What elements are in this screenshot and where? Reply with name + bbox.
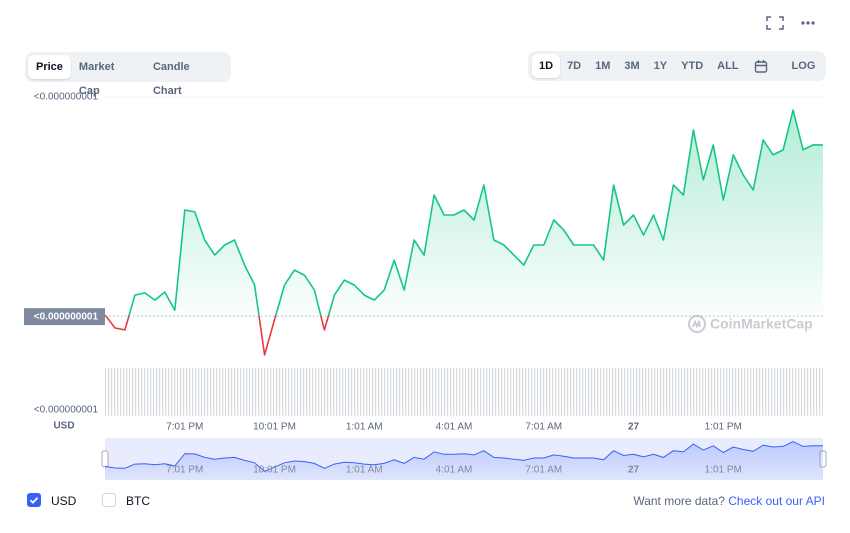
tab[interactable]: Market Cap — [78, 61, 115, 97]
navigator-tick-label: 4:01 AM — [436, 465, 473, 476]
range-button[interactable]: 3M — [624, 60, 640, 72]
checkbox[interactable] — [102, 493, 116, 507]
watermark: CoinMarketCap — [710, 316, 813, 332]
range-button[interactable]: 1M — [595, 60, 611, 72]
volume-strip — [105, 368, 823, 416]
tab-group: Price Market Cap Candle Chart — [25, 52, 231, 97]
navigator-tick-label: 7:01 AM — [525, 465, 562, 476]
footer: USD BTC Want more data? Check out our AP… — [25, 492, 825, 510]
navigator-area — [105, 441, 823, 480]
price-area — [105, 110, 823, 317]
x-tick-label: 10:01 PM — [253, 422, 296, 433]
checkbox-label[interactable]: USD — [51, 494, 77, 508]
range-button[interactable]: YTD — [681, 60, 704, 72]
range-group: 1D 7D 1M 3M 1Y YTD ALL LOG — [528, 51, 826, 81]
api-link[interactable]: Check out our API — [728, 494, 825, 508]
navigator-tick-label: 10:01 PM — [253, 465, 296, 476]
more-icon[interactable] — [801, 21, 815, 25]
api-prompt: Want more data? Check out our API — [633, 493, 825, 509]
range-button[interactable]: 1Y — [653, 60, 668, 72]
navigator-tick-label: 1:01 PM — [705, 465, 742, 476]
expand-icon[interactable] — [766, 16, 784, 30]
checkbox[interactable] — [27, 493, 41, 507]
range-button[interactable]: ALL — [717, 60, 739, 72]
check-icon — [29, 497, 39, 504]
log-button[interactable]: LOG — [791, 60, 816, 72]
range-button[interactable]: 1D — [532, 54, 561, 78]
x-tick-label: 1:01 AM — [346, 422, 383, 433]
x-tick-label: 1:01 PM — [705, 422, 742, 433]
tab[interactable]: Candle Chart — [152, 61, 190, 97]
calendar-button[interactable] — [746, 54, 776, 78]
x-tick-label: 27 — [628, 422, 640, 433]
y-tick-label: <0.000000001 — [34, 405, 99, 416]
navigator-tick-label: 7:01 PM — [166, 465, 203, 476]
price-line — [104, 109, 823, 356]
navigator-line — [104, 441, 823, 472]
navigator-tick-label: 27 — [628, 465, 640, 476]
x-tick-label: 7:01 AM — [525, 422, 562, 433]
calendar-icon — [754, 60, 767, 73]
y-tick-label: <0.000000001 — [34, 312, 99, 323]
navigator-tick-label: 1:01 AM — [346, 465, 383, 476]
y-tick-label: <0.000000001 — [34, 92, 99, 103]
prompt-text: Want more data? — [633, 494, 725, 508]
x-tick-label: 4:01 AM — [436, 422, 473, 433]
y-tick-highlight — [24, 308, 105, 326]
watermark-logo — [688, 315, 706, 333]
x-tick-label: 7:01 PM — [166, 422, 203, 433]
axis-currency: USD — [53, 421, 74, 432]
range-button[interactable]: 7D — [567, 60, 582, 72]
tab[interactable]: Price — [28, 55, 71, 79]
checkbox-label[interactable]: BTC — [126, 494, 150, 508]
navigator-handle[interactable] — [101, 450, 109, 468]
